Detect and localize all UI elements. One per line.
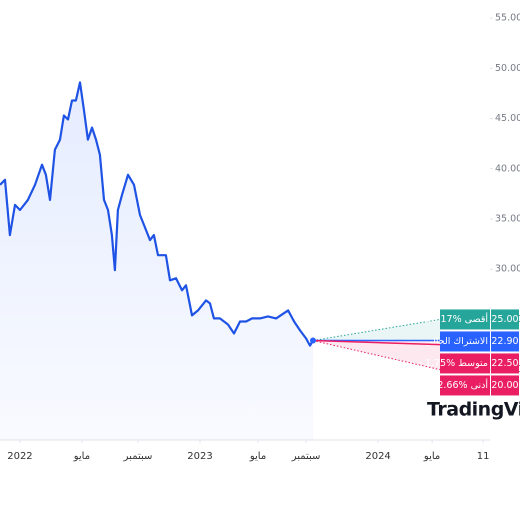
watermark-bg: [425, 396, 520, 426]
y-tick-label: 40.00: [495, 163, 520, 174]
value-label: 22.90: [491, 336, 518, 347]
x-tick-label: 2024: [365, 451, 390, 462]
forecast-line: [312, 318, 441, 342]
price-line: [0, 81, 314, 347]
value-label: 20.00: [491, 380, 518, 391]
y-tick-label: 30.00: [495, 264, 520, 275]
y-tick-label: 50.00: [495, 63, 520, 74]
x-tick-label: سبتمبر: [291, 451, 321, 462]
forecast-line: [312, 339, 441, 346]
x-tick-label: 11: [477, 451, 490, 462]
x-tick-label: مايو: [73, 451, 90, 462]
y-tick-label: 55.00: [495, 13, 520, 24]
y-tick-label: 45.00: [495, 113, 520, 124]
value-box: [491, 375, 519, 396]
forecast-low-band: [312, 340, 441, 370]
current-point: [309, 337, 316, 344]
value-box: [491, 331, 519, 352]
forecast-label-box: [440, 353, 490, 374]
forecast-label-box: [440, 309, 490, 330]
value-box: [491, 309, 519, 330]
forecast-label-box: [440, 331, 490, 352]
forecast-label: - 1.75% متوسط: [419, 358, 489, 369]
forecast-label: الاشتراك الحالي: [425, 336, 488, 347]
x-tick-label: سبتمبر: [123, 451, 153, 462]
y-tick-label: 35.00: [495, 213, 520, 224]
forecast-label: +9.17% أقصى: [423, 312, 488, 325]
forecast-line: [312, 340, 441, 371]
value-label: 25.00: [491, 314, 518, 325]
watermark: TradingView: [427, 399, 520, 421]
area: [0, 82, 313, 441]
forecast-label: -12.66% أدنى: [428, 378, 488, 391]
value-label: 22.50: [491, 358, 518, 369]
x-tick-label: 2022: [7, 451, 32, 462]
x-tick-label: مايو: [423, 451, 440, 462]
value-box: [491, 353, 519, 374]
forecast-label-box: [440, 375, 490, 396]
x-tick-label: 2023: [187, 451, 212, 462]
x-tick-label: مايو: [249, 451, 266, 462]
